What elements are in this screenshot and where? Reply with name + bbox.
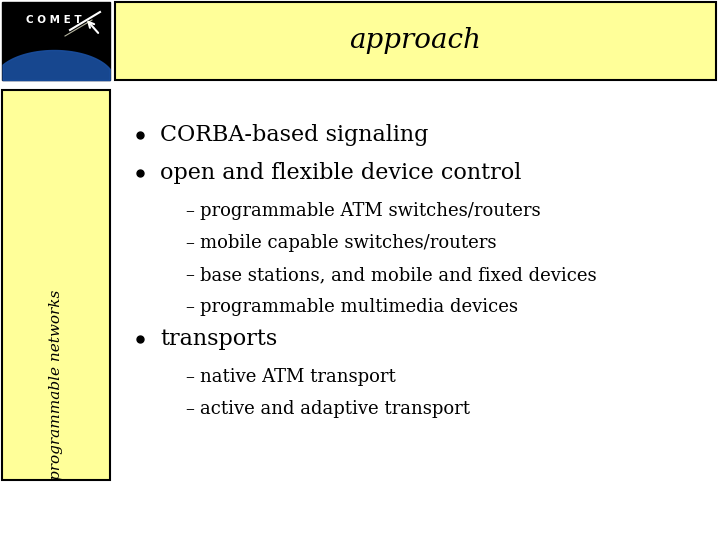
Text: programmable ATM switches/routers: programmable ATM switches/routers (200, 202, 541, 220)
Text: programmable multimedia devices: programmable multimedia devices (200, 298, 518, 316)
Text: programmable networks: programmable networks (49, 289, 63, 480)
Text: base stations, and mobile and fixed devices: base stations, and mobile and fixed devi… (200, 266, 597, 284)
Text: C O M E T: C O M E T (26, 15, 82, 25)
Text: mobile capable switches/routers: mobile capable switches/routers (200, 234, 497, 252)
Text: active and adaptive transport: active and adaptive transport (200, 400, 470, 418)
Text: approach: approach (349, 28, 481, 55)
Text: –: – (185, 234, 194, 252)
Text: CORBA-based signaling: CORBA-based signaling (160, 124, 428, 146)
Text: native ATM transport: native ATM transport (200, 368, 396, 386)
Text: open and flexible device control: open and flexible device control (160, 162, 521, 184)
FancyBboxPatch shape (2, 90, 110, 480)
Text: –: – (185, 298, 194, 316)
Text: –: – (185, 266, 194, 284)
Text: –: – (185, 368, 194, 386)
Text: –: – (185, 400, 194, 418)
FancyBboxPatch shape (2, 2, 110, 80)
Text: transports: transports (160, 328, 277, 350)
FancyBboxPatch shape (115, 2, 716, 80)
Text: –: – (185, 202, 194, 220)
